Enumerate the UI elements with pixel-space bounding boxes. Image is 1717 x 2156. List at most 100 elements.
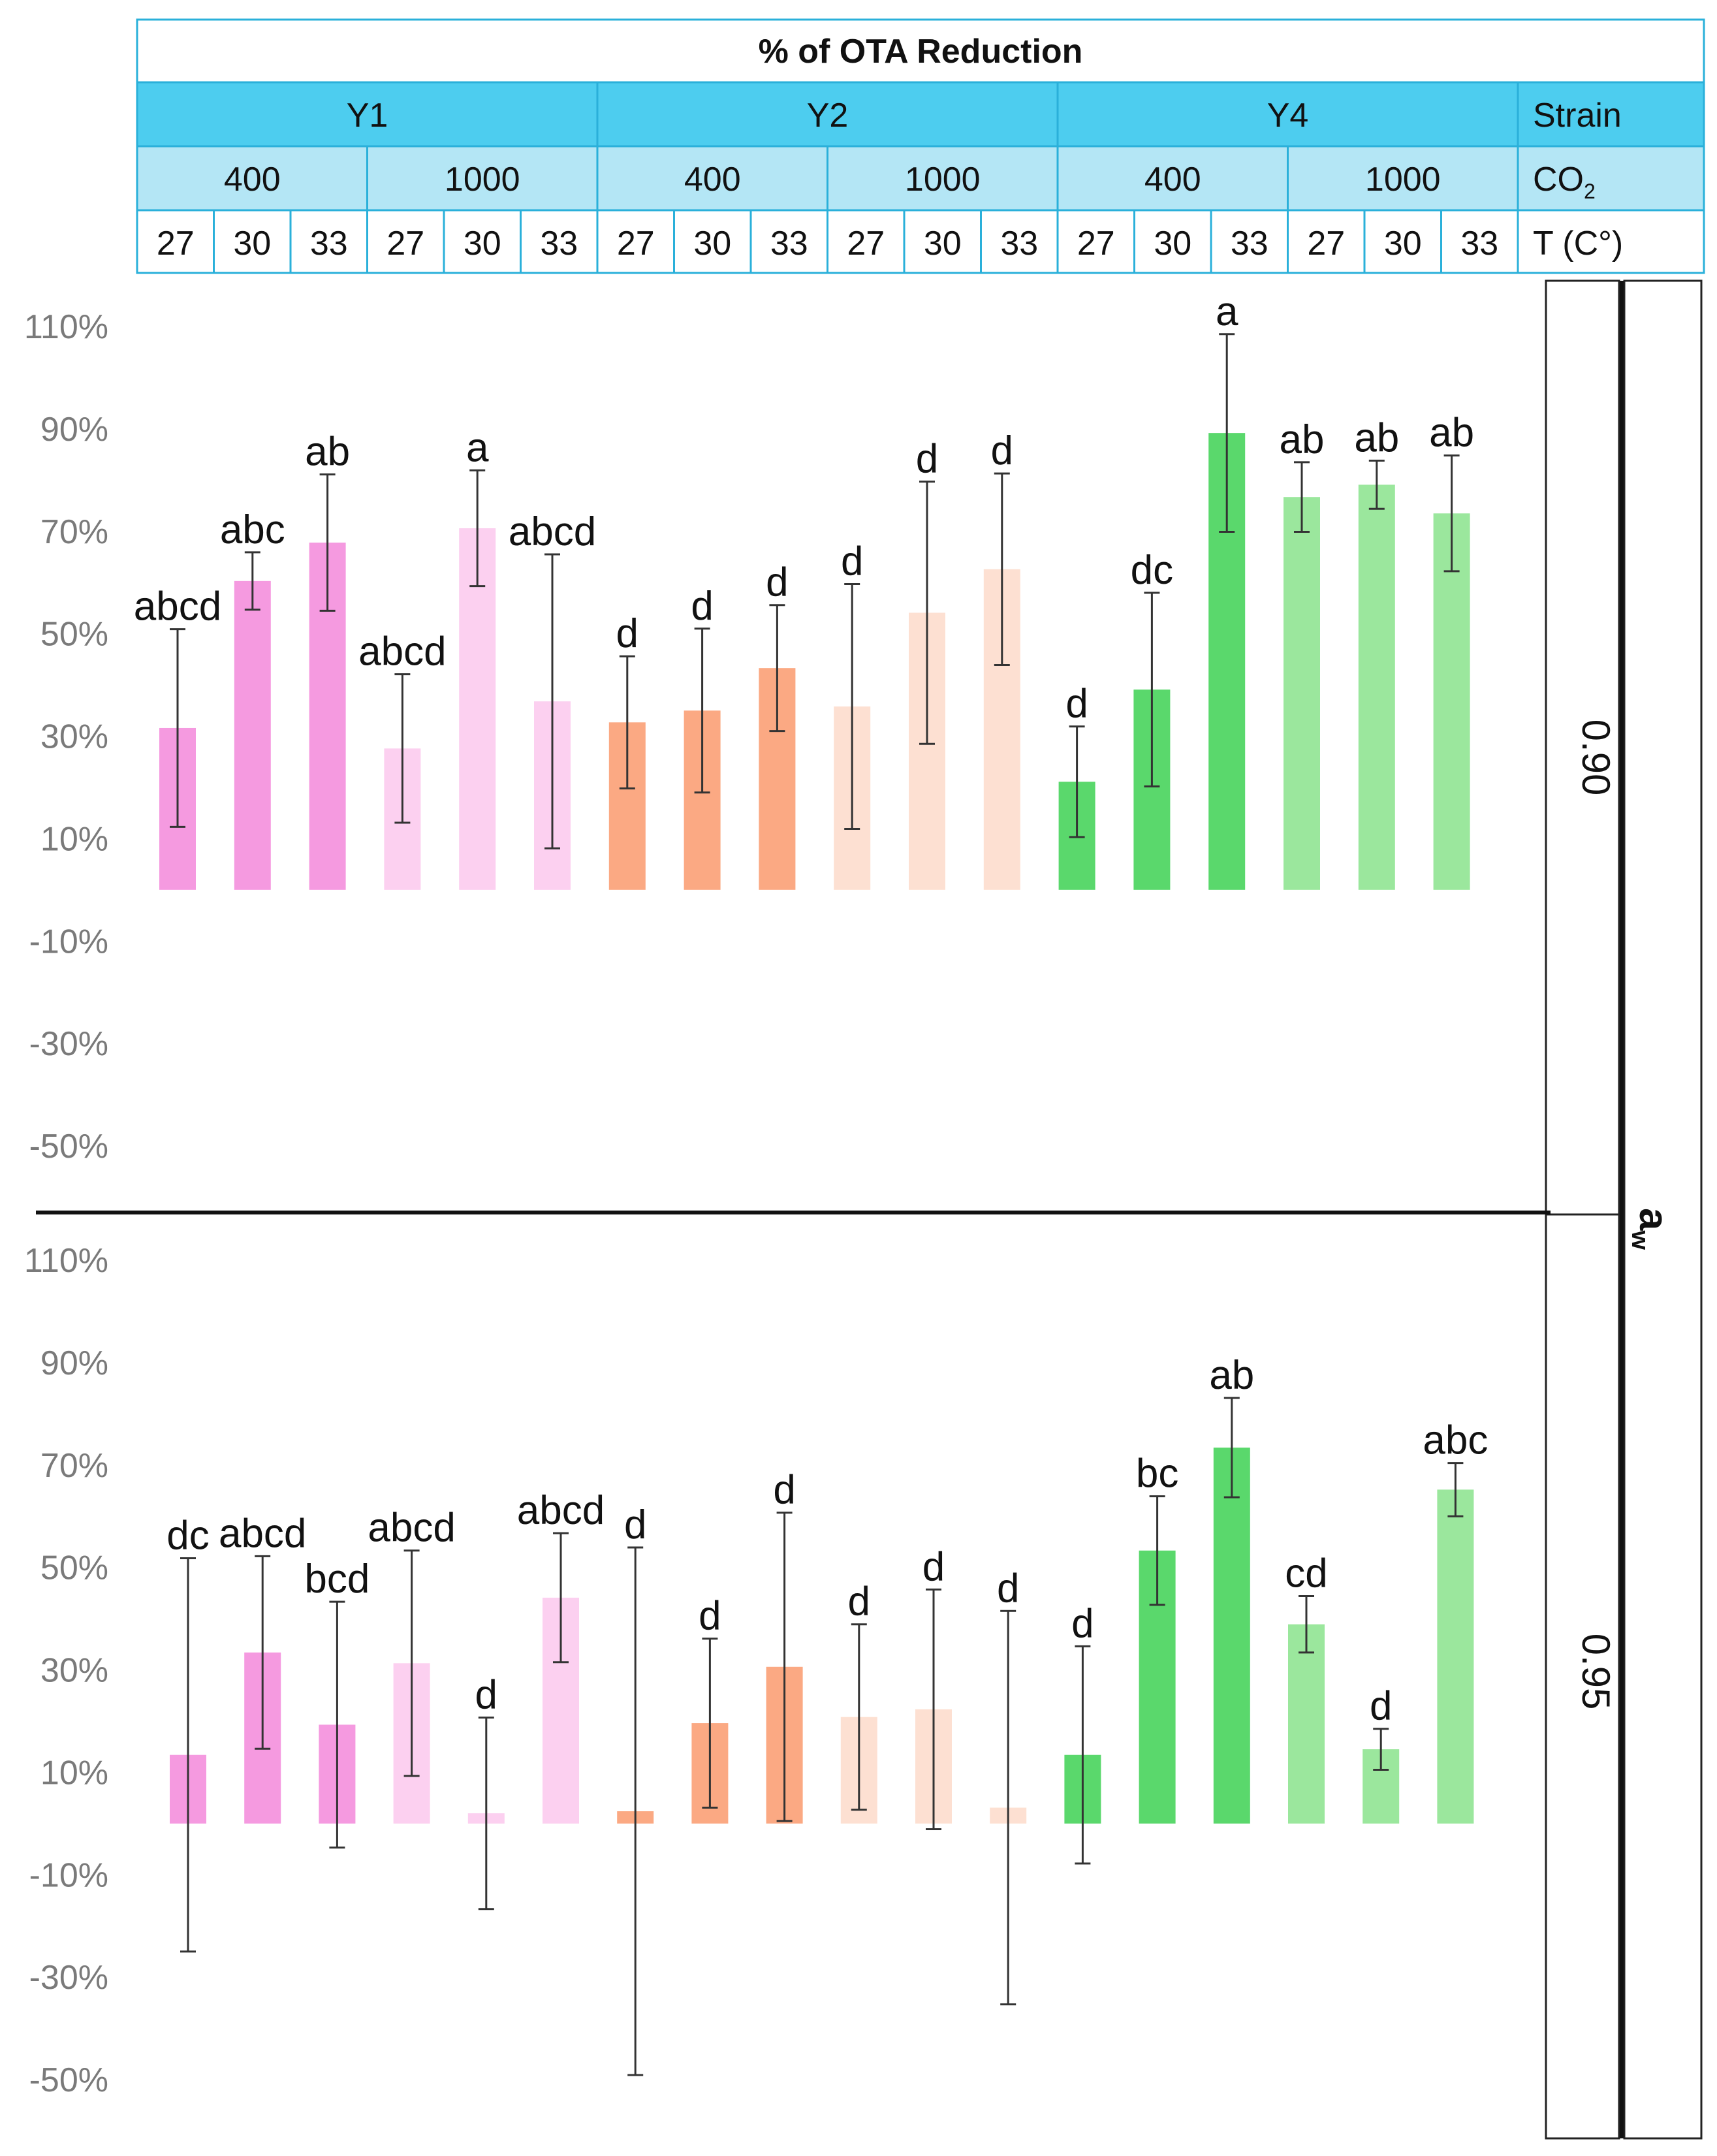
co2-row: 400 1000 400 1000 400 1000 xyxy=(136,145,1519,212)
y-tick-label: 110% xyxy=(24,308,108,346)
aw-label: aw xyxy=(1626,1208,1676,1250)
temp-cell-label: 33 xyxy=(1231,225,1268,262)
temp-cell xyxy=(749,209,828,274)
header-title: % of OTA Reduction xyxy=(759,33,1083,71)
temp-cell xyxy=(1133,209,1212,274)
y-tick-label: 30% xyxy=(40,1652,108,1690)
bar xyxy=(459,528,496,890)
temp-cell-label: 27 xyxy=(617,225,655,262)
y-tick-label: 10% xyxy=(40,1754,108,1792)
y-tick-label: 70% xyxy=(40,1447,108,1485)
significance-letter: ab xyxy=(1280,417,1325,462)
significance-letter: d xyxy=(773,1468,795,1513)
significance-letter: ab xyxy=(1429,411,1474,456)
temp-cell-label: 30 xyxy=(464,225,501,262)
y-tick-label: 30% xyxy=(40,718,108,756)
header-table: % of OTA Reduction Y1 Y2 Y4 400 1000 400 1000… xyxy=(136,18,1705,274)
significance-letter: d xyxy=(699,1594,721,1639)
y-tick-label: 50% xyxy=(40,616,108,654)
temp-cell-label: 33 xyxy=(1460,225,1498,262)
temp-cell xyxy=(673,209,752,274)
bar xyxy=(234,580,271,890)
strain-label: Strain xyxy=(1533,97,1622,135)
y-tick-label: 70% xyxy=(40,513,108,551)
temp-cell-label: 30 xyxy=(1154,225,1191,262)
temp-cell xyxy=(1363,209,1442,274)
bar xyxy=(1284,497,1320,890)
aw-value-095: 0.95 xyxy=(1574,1634,1618,1710)
significance-letter: abcd xyxy=(358,629,446,674)
significance-letter: d xyxy=(624,1502,646,1547)
temp-label: T (C°) xyxy=(1533,225,1623,262)
aw-value-090: 0.90 xyxy=(1574,720,1618,796)
bar xyxy=(1358,484,1395,890)
significance-letter: abcd xyxy=(219,1511,306,1556)
y-tick-label: -10% xyxy=(29,923,108,960)
bar xyxy=(1433,513,1470,890)
temp-cell-label: 30 xyxy=(1384,225,1422,262)
y-tick-label: -30% xyxy=(29,1025,108,1063)
aw-box-right xyxy=(1623,279,1703,2140)
significance-letter: d xyxy=(848,1579,870,1625)
strain-cell xyxy=(1056,81,1519,148)
aw-label-sub: w xyxy=(1626,1229,1654,1250)
co2-cell xyxy=(1287,145,1519,212)
co2-cell xyxy=(136,145,368,212)
y-tick-label: 50% xyxy=(40,1549,108,1587)
co2-cell-label: 1000 xyxy=(445,161,520,198)
y-tick-label: -30% xyxy=(29,1959,108,1997)
strain-cell-label: Y4 xyxy=(1267,97,1309,135)
co2-cell-label: 1000 xyxy=(1365,161,1441,198)
significance-letter: dc xyxy=(166,1514,209,1559)
temp-cell xyxy=(443,209,522,274)
co2-cell-label: 400 xyxy=(684,161,741,198)
aw-panel: 0.90 0.95 aw xyxy=(1545,279,1703,2140)
significance-letter: ab xyxy=(1354,416,1399,461)
temp-cell-label: 30 xyxy=(693,225,731,262)
significance-letter: d xyxy=(616,611,638,656)
bar xyxy=(1437,1489,1474,1824)
significance-letter: d xyxy=(997,1566,1019,1611)
significance-letter: cd xyxy=(1285,1551,1327,1596)
significance-letter: d xyxy=(1065,682,1088,727)
label-column-cell xyxy=(1517,81,1705,148)
y-tick-label: 90% xyxy=(40,411,108,449)
co2-cell xyxy=(1056,145,1289,212)
temp-cell-label: 33 xyxy=(770,225,808,262)
temp-cell-label: 30 xyxy=(924,225,962,262)
co2-cell-label: 400 xyxy=(1144,161,1201,198)
temp-cell xyxy=(1440,209,1519,274)
significance-letter: bcd xyxy=(304,1557,370,1602)
aw-box-bottom xyxy=(1545,1213,1620,2140)
strain-row: Y1 Y2 Y4 xyxy=(136,81,1705,274)
significance-letter: d xyxy=(766,560,788,605)
temp-cell xyxy=(1287,209,1366,274)
strain-cell-label: Y2 xyxy=(807,97,849,135)
strain-cell-label: Y1 xyxy=(347,97,388,135)
significance-letter: dc xyxy=(1131,548,1173,593)
temp-cell-label: 27 xyxy=(847,225,885,262)
significance-letter: ab xyxy=(1209,1353,1254,1398)
significance-letter: d xyxy=(991,428,1013,473)
y-tick-label: 90% xyxy=(40,1344,108,1382)
significance-letter: d xyxy=(1370,1684,1392,1729)
y-tick-label: -50% xyxy=(29,1128,108,1165)
label-column-cell xyxy=(1517,209,1705,274)
significance-letter: d xyxy=(916,437,938,482)
temp-cell xyxy=(520,209,599,274)
significance-letter: abc xyxy=(1423,1418,1488,1463)
significance-letter: abc xyxy=(220,507,285,552)
temp-cell-label: 33 xyxy=(540,225,578,262)
y-tick-label: 110% xyxy=(24,1242,108,1280)
co2-cell-label: 1000 xyxy=(905,161,981,198)
chart-panel-aw-090: 110%90%70%50%30%10%-10%-30%-50%abcdabcab… xyxy=(24,289,1474,1165)
significance-letter: a xyxy=(466,425,489,470)
aw-label-main: a xyxy=(1631,1208,1676,1231)
temp-cell xyxy=(213,209,292,274)
temp-row: 27 30 33 27 30 33 27 30 33 27 30 33 27 30 33 27 30 33 xyxy=(136,209,1519,274)
significance-letter: abcd xyxy=(517,1488,605,1533)
temp-cell-label: 27 xyxy=(1077,225,1115,262)
co2-cell xyxy=(596,145,828,212)
significance-letter: d xyxy=(475,1672,497,1717)
